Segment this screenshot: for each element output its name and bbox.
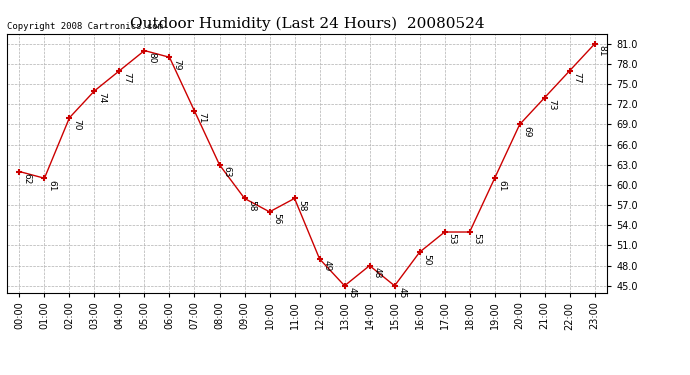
Text: 53: 53 <box>473 233 482 245</box>
Text: Copyright 2008 Cartronics.com: Copyright 2008 Cartronics.com <box>7 22 163 31</box>
Text: 58: 58 <box>247 200 256 211</box>
Text: 49: 49 <box>322 260 331 272</box>
Text: 45: 45 <box>347 287 356 298</box>
Text: 53: 53 <box>447 233 456 245</box>
Text: 73: 73 <box>547 99 556 111</box>
Text: 77: 77 <box>573 72 582 84</box>
Text: 56: 56 <box>273 213 282 225</box>
Text: 74: 74 <box>97 92 106 104</box>
Title: Outdoor Humidity (Last 24 Hours)  20080524: Outdoor Humidity (Last 24 Hours) 2008052… <box>130 17 484 31</box>
Text: 81: 81 <box>598 45 607 57</box>
Text: 45: 45 <box>397 287 406 298</box>
Text: 50: 50 <box>422 254 431 265</box>
Text: 48: 48 <box>373 267 382 278</box>
Text: 69: 69 <box>522 126 531 137</box>
Text: 62: 62 <box>22 173 31 184</box>
Text: 63: 63 <box>222 166 231 178</box>
Text: 61: 61 <box>47 180 56 191</box>
Text: 80: 80 <box>147 52 156 63</box>
Text: 79: 79 <box>172 58 181 70</box>
Text: 70: 70 <box>72 119 81 130</box>
Text: 71: 71 <box>197 112 206 124</box>
Text: 61: 61 <box>497 180 506 191</box>
Text: 77: 77 <box>122 72 131 84</box>
Text: 58: 58 <box>297 200 306 211</box>
